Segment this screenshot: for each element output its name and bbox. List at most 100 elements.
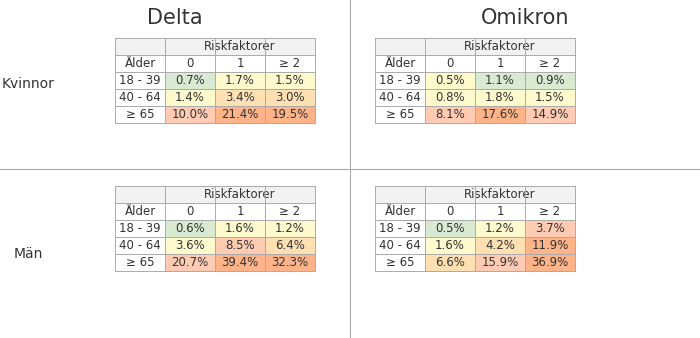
Text: 0: 0: [447, 57, 454, 70]
Bar: [265, 72, 315, 89]
Text: 40 - 64: 40 - 64: [119, 91, 161, 104]
Text: 40 - 64: 40 - 64: [379, 239, 421, 252]
Text: 0.5%: 0.5%: [435, 74, 465, 87]
Bar: [375, 186, 575, 271]
Text: 0.5%: 0.5%: [435, 222, 465, 235]
Bar: [115, 186, 315, 203]
Text: Riskfaktorer: Riskfaktorer: [204, 40, 276, 53]
Text: 0.6%: 0.6%: [175, 222, 205, 235]
Text: Ålder: Ålder: [384, 205, 416, 218]
Bar: [215, 106, 265, 123]
Text: 1.7%: 1.7%: [225, 74, 255, 87]
Bar: [215, 220, 265, 237]
Text: ≥ 65: ≥ 65: [386, 108, 414, 121]
Text: ≥ 2: ≥ 2: [279, 57, 300, 70]
Text: 15.9%: 15.9%: [482, 256, 519, 269]
Text: 1.2%: 1.2%: [275, 222, 305, 235]
Text: Ålder: Ålder: [125, 205, 155, 218]
Bar: [475, 89, 525, 106]
Bar: [115, 38, 315, 123]
Bar: [425, 106, 475, 123]
Text: 8.1%: 8.1%: [435, 108, 465, 121]
Text: ≥ 2: ≥ 2: [279, 205, 300, 218]
Bar: [475, 237, 525, 254]
Bar: [265, 106, 315, 123]
Text: 0.8%: 0.8%: [435, 91, 465, 104]
Text: 18 - 39: 18 - 39: [379, 222, 421, 235]
Bar: [475, 72, 525, 89]
Bar: [265, 220, 315, 237]
Text: ≥ 65: ≥ 65: [126, 256, 154, 269]
Bar: [525, 220, 575, 237]
Text: 0.9%: 0.9%: [535, 74, 565, 87]
Text: 36.9%: 36.9%: [531, 256, 568, 269]
Bar: [165, 254, 215, 271]
Text: 0: 0: [447, 205, 454, 218]
Text: Ålder: Ålder: [384, 57, 416, 70]
Bar: [425, 254, 475, 271]
Text: 3.6%: 3.6%: [175, 239, 205, 252]
Text: 40 - 64: 40 - 64: [379, 91, 421, 104]
Text: ≥ 65: ≥ 65: [386, 256, 414, 269]
Text: 1: 1: [237, 205, 244, 218]
Text: 1.5%: 1.5%: [535, 91, 565, 104]
Text: 1.6%: 1.6%: [225, 222, 255, 235]
Bar: [475, 220, 525, 237]
Text: ≥ 65: ≥ 65: [126, 108, 154, 121]
Bar: [475, 106, 525, 123]
Bar: [215, 237, 265, 254]
Text: Män: Män: [13, 246, 43, 261]
Text: Riskfaktorer: Riskfaktorer: [464, 40, 536, 53]
Text: Ålder: Ålder: [125, 57, 155, 70]
Bar: [425, 89, 475, 106]
Text: 11.9%: 11.9%: [531, 239, 568, 252]
Text: 40 - 64: 40 - 64: [119, 239, 161, 252]
Text: Kvinnor: Kvinnor: [1, 77, 55, 92]
Text: 8.5%: 8.5%: [225, 239, 255, 252]
Text: 39.4%: 39.4%: [221, 256, 258, 269]
Text: 3.4%: 3.4%: [225, 91, 255, 104]
Text: Riskfaktorer: Riskfaktorer: [204, 188, 276, 201]
Text: 18 - 39: 18 - 39: [119, 74, 161, 87]
Bar: [265, 89, 315, 106]
Text: ≥ 2: ≥ 2: [540, 57, 561, 70]
Text: 20.7%: 20.7%: [172, 256, 209, 269]
Text: 32.3%: 32.3%: [272, 256, 309, 269]
Text: 3.7%: 3.7%: [535, 222, 565, 235]
Text: 6.6%: 6.6%: [435, 256, 465, 269]
Bar: [425, 72, 475, 89]
Bar: [165, 106, 215, 123]
Text: 1.5%: 1.5%: [275, 74, 305, 87]
Text: 1: 1: [237, 57, 244, 70]
Bar: [475, 254, 525, 271]
Bar: [115, 186, 315, 271]
Text: 17.6%: 17.6%: [482, 108, 519, 121]
Bar: [525, 89, 575, 106]
Text: 1: 1: [496, 205, 504, 218]
Bar: [165, 237, 215, 254]
Text: 10.0%: 10.0%: [172, 108, 209, 121]
Bar: [375, 186, 575, 203]
Text: 0.7%: 0.7%: [175, 74, 205, 87]
Bar: [265, 237, 315, 254]
Text: 6.4%: 6.4%: [275, 239, 305, 252]
Text: 4.2%: 4.2%: [485, 239, 515, 252]
Bar: [375, 38, 575, 55]
Text: Omikron: Omikron: [481, 8, 569, 28]
Bar: [425, 220, 475, 237]
Text: ≥ 2: ≥ 2: [540, 205, 561, 218]
Text: 1.8%: 1.8%: [485, 91, 515, 104]
Text: 1.2%: 1.2%: [485, 222, 515, 235]
Bar: [265, 254, 315, 271]
Text: 14.9%: 14.9%: [531, 108, 568, 121]
Bar: [525, 254, 575, 271]
Text: 1.1%: 1.1%: [485, 74, 515, 87]
Text: Delta: Delta: [147, 8, 203, 28]
Bar: [425, 237, 475, 254]
Text: 18 - 39: 18 - 39: [119, 222, 161, 235]
Bar: [215, 72, 265, 89]
Text: 1.6%: 1.6%: [435, 239, 465, 252]
Bar: [525, 237, 575, 254]
Text: 0: 0: [186, 205, 194, 218]
Text: 21.4%: 21.4%: [221, 108, 259, 121]
